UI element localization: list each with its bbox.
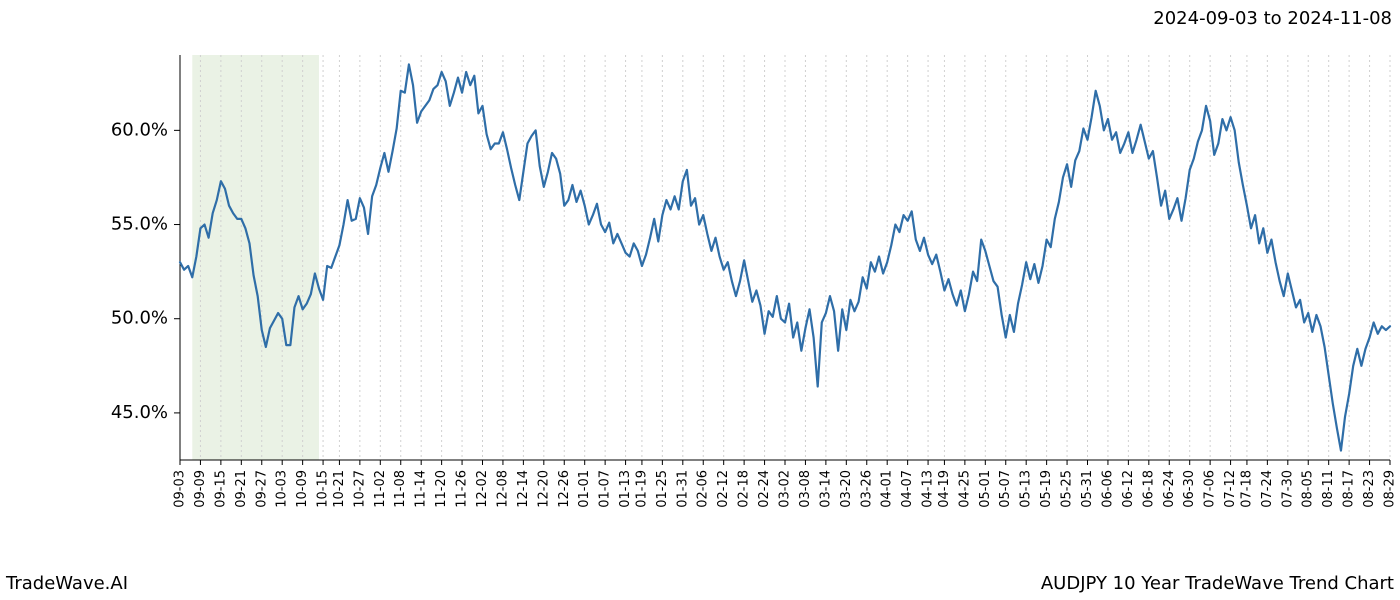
- x-tick-label: 05-31: [1080, 470, 1095, 508]
- x-tick-label: 03-08: [798, 470, 813, 508]
- x-tick-label: 01-01: [577, 470, 592, 508]
- x-tick-label: 08-11: [1321, 470, 1336, 508]
- x-tick-label: 03-02: [778, 470, 793, 508]
- x-tick-label: 08-05: [1301, 470, 1316, 508]
- x-tick-label: 09-03: [173, 470, 188, 508]
- x-tick-label: 10-09: [295, 470, 310, 508]
- x-tick-label: 12-08: [495, 470, 510, 508]
- x-tick-label: 11-02: [373, 470, 388, 508]
- x-tick-label: 12-14: [516, 470, 531, 508]
- x-tick-label: 03-26: [859, 470, 874, 508]
- x-tick-label: 06-06: [1100, 470, 1115, 508]
- x-tick-label: 03-20: [839, 470, 854, 508]
- x-tick-label: 12-02: [475, 470, 490, 508]
- trend-line: [180, 64, 1390, 450]
- x-tick-label: 05-01: [978, 470, 993, 508]
- x-tick-label: 01-31: [675, 470, 690, 508]
- x-tick-label: 12-20: [536, 470, 551, 508]
- x-tick-label: 12-26: [557, 470, 572, 508]
- trend-chart: 09-03 09-09 09-15 09-21 09-27 10-03 10-09 10-15…: [0, 0, 1400, 600]
- x-tick-label: 01-13: [618, 470, 633, 508]
- x-tick-label: 08-23: [1362, 470, 1377, 508]
- x-tick-label: 11-08: [393, 470, 408, 508]
- x-tick-label: 11-14: [414, 470, 429, 508]
- y-tick-label: 60.0%: [111, 119, 168, 140]
- x-tick-label: 09-27: [254, 470, 269, 508]
- y-tick-label: 50.0%: [111, 308, 168, 329]
- x-tick-label: 05-25: [1060, 470, 1075, 508]
- x-tick-label: 07-06: [1203, 470, 1218, 508]
- x-tick-label: 05-07: [998, 470, 1013, 508]
- x-tick-label: 05-19: [1039, 470, 1054, 508]
- x-tick-label: 07-30: [1280, 470, 1295, 508]
- x-tick-label: 10-27: [352, 470, 367, 508]
- x-tick-label: 01-19: [634, 470, 649, 508]
- x-tick-label: 05-13: [1019, 470, 1034, 508]
- x-tick-label: 07-24: [1260, 470, 1275, 508]
- x-tick-label: 01-07: [598, 470, 613, 508]
- x-tick-label: 10-21: [332, 470, 347, 508]
- x-tick-label: 04-13: [921, 470, 936, 508]
- y-tick-label: 45.0%: [111, 402, 168, 423]
- x-tick-label: 11-26: [455, 470, 470, 508]
- x-tick-label: 10-03: [275, 470, 290, 508]
- x-tick-label: 02-24: [757, 470, 772, 508]
- x-tick-label: 06-12: [1121, 470, 1136, 508]
- x-tick-label: 04-01: [880, 470, 895, 508]
- x-tick-label: 03-14: [818, 470, 833, 508]
- x-tick-label: 01-25: [655, 470, 670, 508]
- x-tick-label: 07-18: [1239, 470, 1254, 508]
- x-tick-label: 04-07: [900, 470, 915, 508]
- x-tick-label: 09-09: [193, 470, 208, 508]
- x-tick-label: 02-06: [696, 470, 711, 508]
- x-tick-label: 08-29: [1383, 470, 1398, 508]
- x-tick-label: 09-15: [213, 470, 228, 508]
- x-tick-label: 06-24: [1162, 470, 1177, 508]
- x-tick-label: 09-21: [234, 470, 249, 508]
- x-tick-label: 04-19: [937, 470, 952, 508]
- x-tick-label: 02-12: [716, 470, 731, 508]
- x-tick-label: 07-12: [1223, 470, 1238, 508]
- x-tick-label: 08-17: [1342, 470, 1357, 508]
- x-tick-label: 04-25: [957, 470, 972, 508]
- x-tick-label: 11-20: [434, 470, 449, 508]
- x-tick-label: 06-18: [1141, 470, 1156, 508]
- x-tick-label: 06-30: [1182, 470, 1197, 508]
- x-tick-label: 10-15: [316, 470, 331, 508]
- x-tick-label: 02-18: [737, 470, 752, 508]
- highlight-band: [192, 55, 319, 460]
- y-tick-label: 55.0%: [111, 214, 168, 235]
